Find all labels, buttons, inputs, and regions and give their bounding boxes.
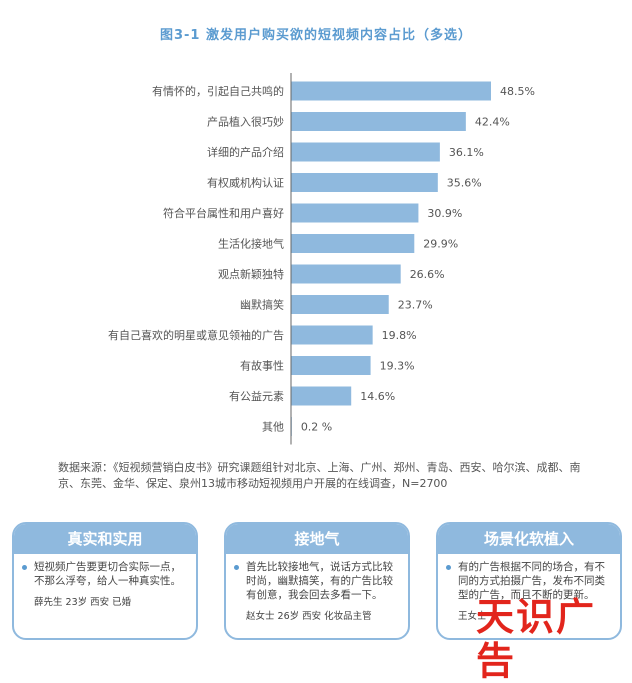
chart-title: 图3-1 激发用户购买欲的短视频内容占比（多选） [159,28,472,43]
bar [291,203,419,223]
value-label: 35.6% [447,177,482,190]
quote-card-1: 真实和实用 短视频广告要更切合实际一点，不那么浮夸，给人一种真实性。 薛先生 2… [12,522,198,640]
bar [291,356,371,375]
category-label: 观点新颖独特 [218,267,284,281]
category-label: 有自己喜欢的明星或意见领袖的广告 [108,328,284,342]
category-label: 详细的产品介绍 [207,145,284,159]
bar [291,112,466,131]
bullet-icon [446,565,451,570]
bullet-icon [22,565,27,570]
value-label: 26.6% [410,268,445,281]
value-label: 0.2 % [301,421,332,434]
bar [291,264,401,284]
bullet-icon [234,565,239,570]
category-label: 产品植入很巧妙 [207,115,284,129]
data-source-note: 数据来源：《短视频营销白皮书》研究课题组针对北京、上海、广州、郑州、青岛、西安、… [58,461,581,490]
card-quote: 首先比较接地气，说话方式比较时尚，幽默搞笑，有的广告比较有创意，我会回去多看一下… [246,561,393,601]
card-author: 薛先生 23岁 西安 已婚 [34,597,132,608]
category-label: 幽默搞笑 [240,298,284,312]
card-title: 场景化软植入 [438,524,620,554]
card-author: 赵女士 26岁 西安 化妆品主管 [246,611,372,622]
value-label: 29.9% [423,238,458,251]
bar [291,173,438,192]
bar-chart: 有情怀的，引起自己共鸣的 48.5% 产品植入很巧妙 42.4% 详细的产品介绍 36.1… [108,73,535,445]
value-label: 14.6% [360,390,395,403]
category-label: 生活化接地气 [218,237,284,251]
bar [291,295,389,314]
category-label: 有情怀的，引起自己共鸣的 [152,84,284,98]
value-label: 36.1% [449,146,484,159]
brand-watermark: 天识广告 [476,595,597,683]
category-label: 其他 [262,421,284,434]
category-label: 有公益元素 [229,389,284,403]
bar [291,386,352,406]
category-label: 有权威机构认证 [207,176,284,190]
card-quote: 短视频广告要更切合实际一点，不那么浮夸，给人一种真实性。 [34,561,181,587]
card-title: 接地气 [226,524,408,554]
bar [291,81,491,101]
quote-card-3: 场景化软植入 有的广告根据不同的场合，有不同的方式拍摄广告，发布不同类型的广告，… [436,522,622,640]
quote-card-2: 接地气 首先比较接地气，说话方式比较时尚，幽默搞笑，有的广告比较有创意，我会回去… [224,522,410,640]
bar [291,234,415,253]
value-label: 42.4% [475,116,510,129]
card-title: 真实和实用 [14,524,196,554]
category-label: 有故事性 [240,359,284,373]
value-label: 19.8% [382,329,417,342]
bar [291,325,373,345]
category-label: 符合平台属性和用户喜好 [163,206,284,220]
value-label: 19.3% [380,360,415,373]
card-quote: 有的广告根据不同的场合，有不同的方式拍摄广告，发布不同类型的广告，而且不断的更新… [458,561,605,601]
bar [291,142,440,162]
card-author: 王女士 [458,611,487,622]
value-label: 48.5% [500,85,535,98]
value-label: 23.7% [398,299,433,312]
value-label: 30.9% [427,207,462,220]
